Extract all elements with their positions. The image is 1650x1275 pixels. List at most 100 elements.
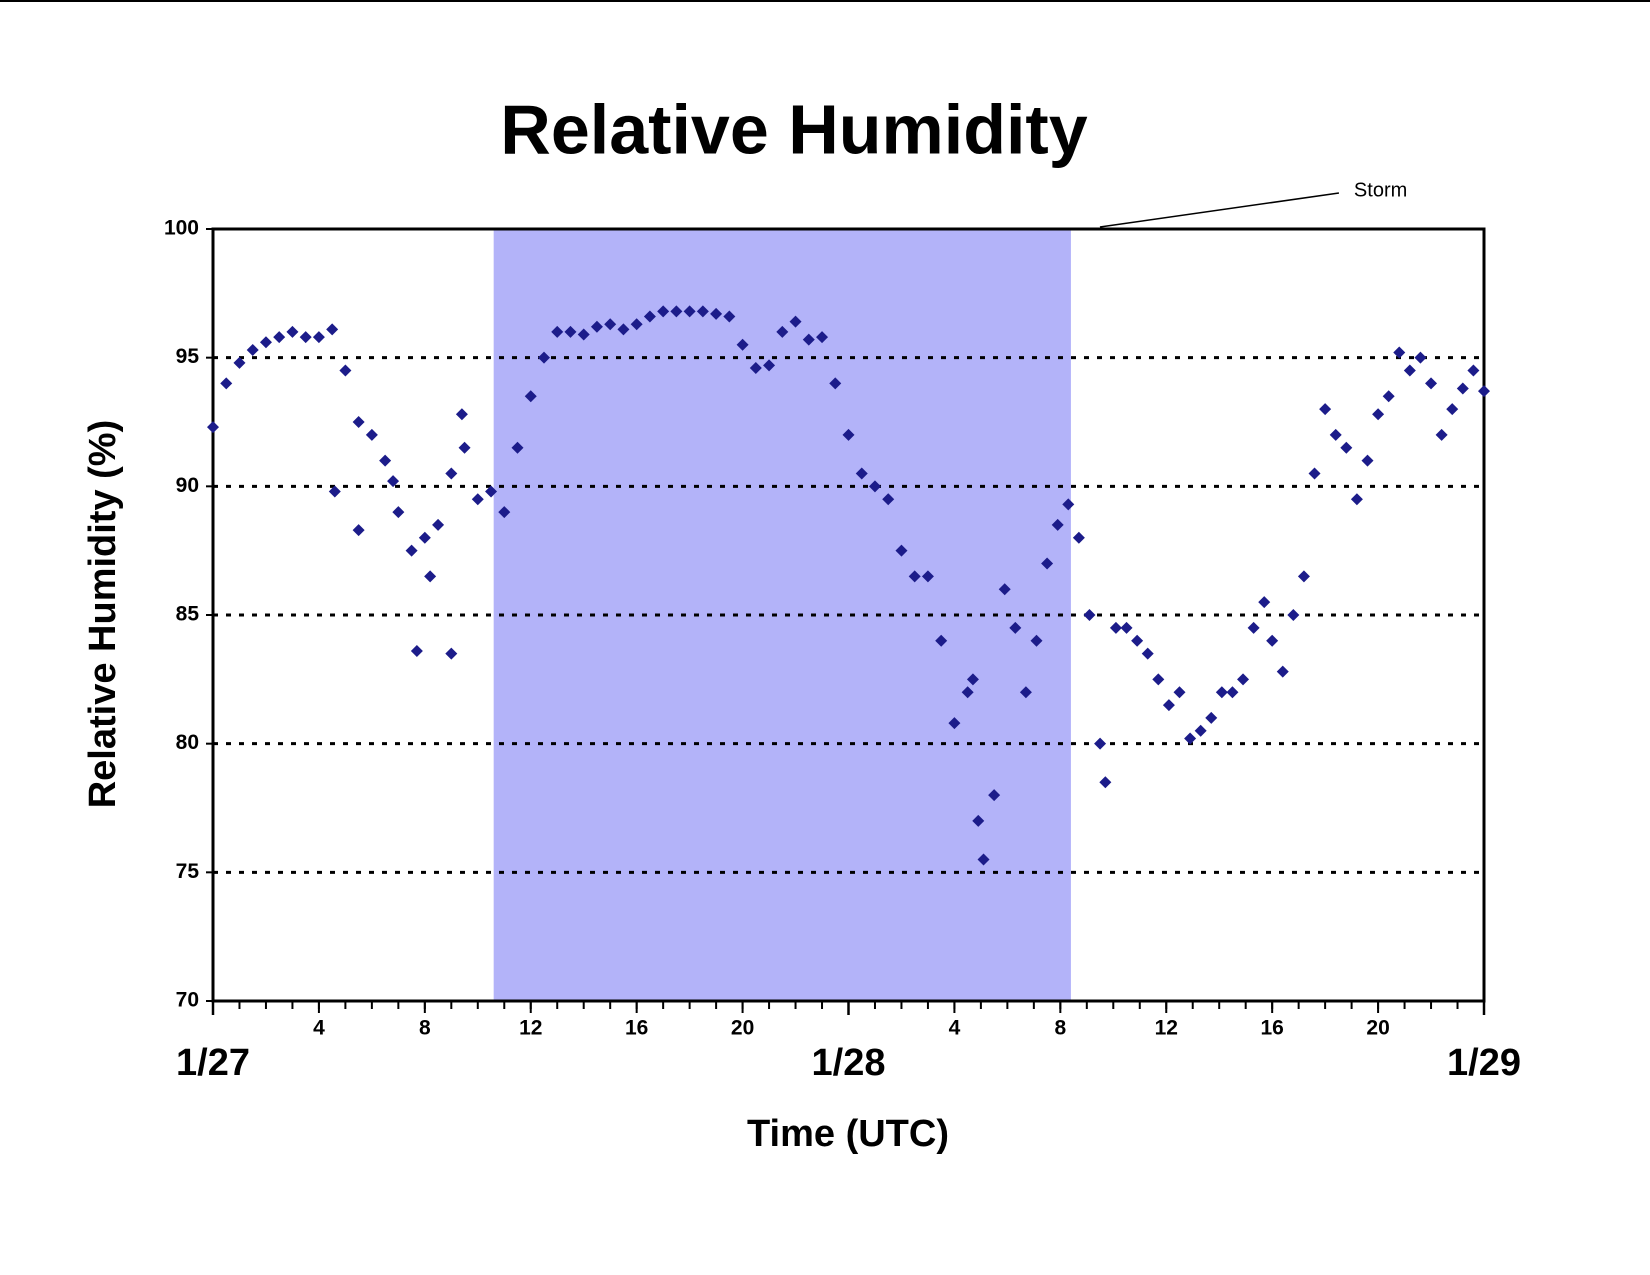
data-point xyxy=(1308,467,1321,480)
data-point xyxy=(365,428,378,441)
annotation: Storm xyxy=(1354,179,1407,201)
data-point xyxy=(1009,621,1022,634)
data-point xyxy=(445,467,458,480)
data-point xyxy=(424,570,437,583)
data-point xyxy=(328,485,341,498)
data-point xyxy=(455,408,468,421)
data-point xyxy=(418,531,431,544)
data-point xyxy=(921,570,934,583)
data-point xyxy=(1109,621,1122,634)
data-point xyxy=(977,853,990,866)
data-point xyxy=(405,544,418,557)
data-point xyxy=(1403,364,1416,377)
data-point xyxy=(1141,647,1154,660)
data-point xyxy=(524,390,537,403)
data-point xyxy=(643,310,656,323)
data-point xyxy=(458,441,471,454)
x-tick-label: 8 xyxy=(1054,1017,1066,1040)
data-point xyxy=(1051,518,1064,531)
data-point xyxy=(286,325,299,338)
data-point xyxy=(749,361,762,374)
x-tick-label: 8 xyxy=(419,1017,431,1040)
data-point xyxy=(207,421,219,434)
data-point xyxy=(1072,531,1085,544)
x-tick-label: 12 xyxy=(519,1017,542,1040)
data-point xyxy=(657,305,670,318)
data-point xyxy=(273,331,286,344)
data-point xyxy=(882,493,895,506)
data-point xyxy=(696,305,709,318)
data-point xyxy=(1456,382,1469,395)
data-point xyxy=(988,789,1001,802)
data-point xyxy=(763,359,776,372)
data-point xyxy=(1194,724,1207,737)
data-point xyxy=(352,416,365,428)
data-point xyxy=(1435,428,1448,441)
data-point xyxy=(1372,408,1385,421)
data-point xyxy=(617,323,630,336)
data-point xyxy=(789,315,802,328)
data-point xyxy=(537,351,550,364)
data-point xyxy=(776,325,789,338)
data-point xyxy=(895,544,908,557)
data-point xyxy=(471,493,484,506)
data-point xyxy=(551,325,564,338)
y-tick-label: 90 xyxy=(176,474,199,497)
x-date-label: 1/29 xyxy=(1447,1042,1521,1084)
x-date-label: 1/27 xyxy=(176,1042,250,1084)
data-point xyxy=(326,323,339,336)
data-point xyxy=(842,428,855,441)
data-point xyxy=(1094,737,1107,750)
data-point xyxy=(816,331,829,344)
x-axis-label: Time (UTC) xyxy=(747,1113,949,1155)
data-point xyxy=(855,467,868,480)
data-point xyxy=(961,686,974,699)
data-point xyxy=(868,480,881,493)
data-point xyxy=(736,338,749,351)
data-point xyxy=(1297,570,1310,583)
data-point xyxy=(972,814,985,827)
data-point xyxy=(1319,403,1332,416)
data-point xyxy=(1340,441,1353,454)
data-point xyxy=(1276,665,1289,678)
data-point xyxy=(1266,634,1279,647)
data-point xyxy=(1120,621,1133,634)
data-point xyxy=(1041,557,1054,570)
data-point xyxy=(1019,686,1032,699)
y-tick-label: 75 xyxy=(176,860,200,883)
data-point xyxy=(1425,377,1438,390)
x-tick-label: 20 xyxy=(731,1017,754,1040)
data-point xyxy=(1162,699,1175,712)
data-point xyxy=(1030,634,1043,647)
plot-frame xyxy=(211,227,1486,1003)
data-point xyxy=(1215,686,1228,699)
data-point xyxy=(233,356,246,369)
data-point xyxy=(683,305,696,318)
x-tick-label: 4 xyxy=(313,1017,325,1040)
data-point xyxy=(511,441,524,454)
x-tick-label: 16 xyxy=(625,1017,648,1040)
data-point xyxy=(410,645,423,658)
y-tick-label: 95 xyxy=(176,345,200,368)
data-point xyxy=(1131,634,1144,647)
storm-region xyxy=(493,229,1071,1001)
data-point xyxy=(445,647,458,660)
data-point xyxy=(935,634,948,647)
data-point xyxy=(1350,493,1363,506)
data-point xyxy=(1062,498,1075,511)
data-point xyxy=(1173,686,1186,699)
data-point xyxy=(312,331,325,344)
data-point xyxy=(339,364,352,377)
data-point xyxy=(710,307,723,320)
data-point xyxy=(1247,621,1260,634)
data-point xyxy=(1393,346,1406,359)
data-point xyxy=(829,377,842,390)
data-point xyxy=(299,331,312,344)
data-point xyxy=(1467,364,1480,377)
data-point xyxy=(1083,609,1096,621)
data-point xyxy=(259,336,272,349)
data-point xyxy=(1382,390,1395,403)
data-point xyxy=(1205,711,1218,724)
data-point xyxy=(948,717,961,730)
